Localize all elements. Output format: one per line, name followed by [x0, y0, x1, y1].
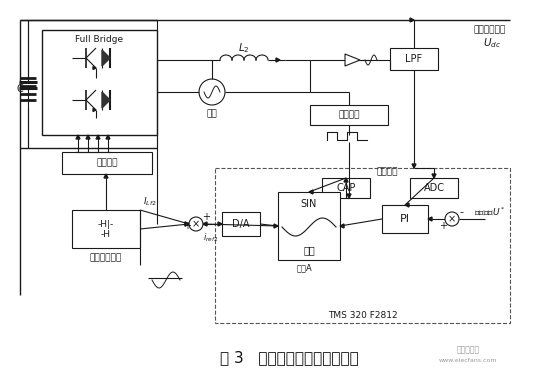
Text: -H|-: -H|-	[98, 220, 114, 229]
Polygon shape	[344, 178, 348, 182]
Text: PI: PI	[400, 214, 410, 224]
Text: 电子发烧友: 电子发烧友	[456, 345, 480, 355]
Text: $U_{dc}$: $U_{dc}$	[483, 36, 501, 50]
Text: 查表: 查表	[303, 245, 315, 255]
Bar	[72, 210, 140, 248]
Text: ×: ×	[448, 214, 456, 224]
Polygon shape	[347, 194, 351, 198]
Bar	[62, 152, 152, 174]
Text: 图 3   能量回馈部分控制原理图: 图 3 能量回馈部分控制原理图	[220, 350, 359, 366]
Text: SIN: SIN	[301, 199, 317, 209]
Text: ×: ×	[192, 219, 200, 229]
Polygon shape	[93, 108, 96, 112]
Polygon shape	[102, 50, 110, 66]
Bar	[322, 178, 370, 198]
Text: Full Bridge: Full Bridge	[75, 36, 124, 45]
Text: -H: -H	[101, 230, 111, 239]
Text: -: -	[459, 207, 463, 217]
Bar	[390, 48, 438, 70]
Text: 直流母线电压: 直流母线电压	[474, 25, 506, 34]
Text: D/A: D/A	[233, 219, 250, 229]
Polygon shape	[185, 222, 189, 226]
Text: 驱动电路: 驱动电路	[96, 158, 118, 167]
Text: 幅值A: 幅值A	[296, 263, 312, 273]
Polygon shape	[218, 222, 222, 226]
Polygon shape	[104, 174, 108, 178]
Bar	[278, 192, 340, 260]
Polygon shape	[405, 203, 409, 207]
Polygon shape	[76, 135, 80, 139]
Bar	[222, 212, 260, 236]
Circle shape	[199, 79, 225, 105]
Text: $L_2$: $L_2$	[238, 41, 250, 55]
Text: www.elecfans.com: www.elecfans.com	[439, 358, 497, 363]
Text: LPF: LPF	[405, 54, 423, 64]
Polygon shape	[276, 58, 280, 62]
Text: ADC: ADC	[423, 183, 444, 193]
Polygon shape	[428, 217, 432, 221]
Text: 滞环比较电路: 滞环比较电路	[90, 254, 122, 262]
Polygon shape	[432, 174, 436, 178]
Polygon shape	[274, 224, 278, 228]
Text: $i_{ref2}$: $i_{ref2}$	[203, 232, 219, 244]
Bar	[310, 105, 388, 125]
Circle shape	[445, 212, 459, 226]
Text: 基准电压$U^*$: 基准电压$U^*$	[474, 205, 506, 217]
Text: TMS 320 F2812: TMS 320 F2812	[328, 310, 397, 319]
Bar	[42, 30, 157, 135]
Text: $I_{Lf2}$: $I_{Lf2}$	[143, 196, 157, 208]
Text: +: +	[183, 221, 191, 231]
Polygon shape	[345, 54, 360, 66]
Polygon shape	[340, 224, 344, 228]
Text: +: +	[202, 212, 210, 222]
Text: 同步信号: 同步信号	[376, 167, 398, 177]
Polygon shape	[93, 67, 96, 70]
Bar	[215, 168, 510, 323]
Text: 电网: 电网	[207, 110, 217, 118]
Text: C: C	[17, 84, 23, 94]
Circle shape	[189, 217, 203, 231]
Bar	[410, 178, 458, 198]
Polygon shape	[96, 135, 100, 139]
Polygon shape	[309, 190, 313, 194]
Polygon shape	[410, 18, 414, 22]
Text: CAP: CAP	[337, 183, 356, 193]
Polygon shape	[203, 222, 207, 226]
Bar	[382, 205, 428, 233]
Text: 过零检测: 过零检测	[338, 110, 360, 119]
Polygon shape	[412, 164, 416, 168]
Text: +: +	[439, 221, 447, 231]
Polygon shape	[185, 222, 189, 226]
Polygon shape	[106, 135, 110, 139]
Polygon shape	[102, 92, 110, 108]
Polygon shape	[86, 135, 90, 139]
